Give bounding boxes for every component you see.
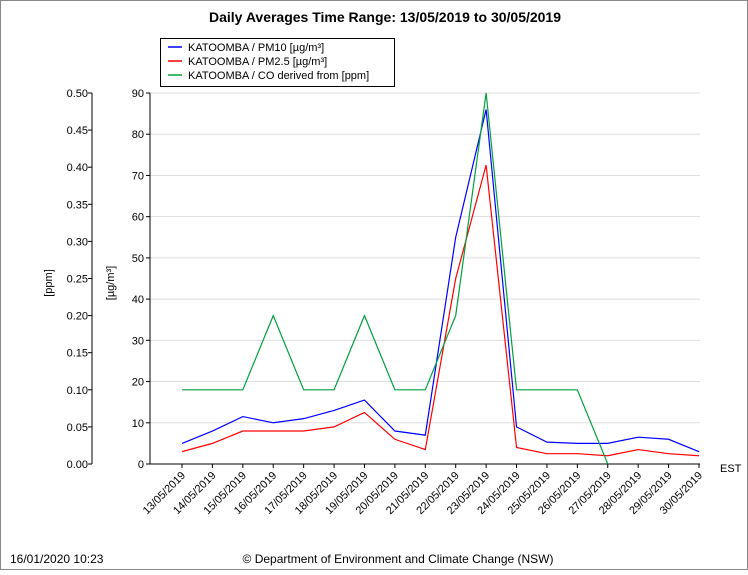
- y-tick-label: 90: [132, 88, 144, 100]
- series-line: [181, 164, 700, 457]
- y2-tick-label: 0.45: [67, 125, 88, 137]
- y2-tick-label: 0.50: [67, 88, 88, 100]
- y2-tick-label: 0.35: [67, 199, 88, 211]
- legend-label: KATOOMBA / CO derived from [ppm]: [188, 70, 369, 82]
- chart-title: Daily Averages Time Range: 13/05/2019 to…: [209, 9, 561, 25]
- y2-tick-label: 0.20: [67, 311, 88, 323]
- y-tick-label: 10: [132, 418, 144, 430]
- y-tick-label: 60: [132, 212, 144, 224]
- y-tick-label: 80: [132, 129, 144, 141]
- y-tick-label: 20: [132, 377, 144, 389]
- y-tick-label: 30: [132, 335, 144, 347]
- y2-tick-label: 0.10: [67, 385, 88, 397]
- footer: © Department of Environment and Climate …: [243, 552, 554, 566]
- timestamp: 16/01/2020 10:23: [10, 552, 104, 566]
- series-line: [181, 109, 700, 453]
- y-tick-label: 0: [138, 459, 144, 471]
- y-tick-label: 50: [132, 253, 144, 265]
- legend-label: KATOOMBA / PM10 [µg/m³]: [188, 42, 324, 54]
- timezone-label: EST: [720, 463, 742, 475]
- legend-label: KATOOMBA / PM2.5 [µg/m³]: [188, 56, 327, 68]
- y-tick-label: 70: [132, 170, 144, 182]
- y2-tick-label: 0.15: [67, 348, 88, 360]
- y-tick-label: 40: [132, 294, 144, 306]
- y2-tick-label: 0.00: [67, 459, 88, 471]
- legend-box: [160, 38, 395, 87]
- y2-tick-label: 0.40: [67, 162, 88, 174]
- y-axis-label: [µg/m³]: [105, 266, 117, 300]
- y2-tick-label: 0.30: [67, 236, 88, 248]
- y2-axis-label: [ppm]: [43, 269, 55, 297]
- y2-tick-label: 0.25: [67, 274, 88, 286]
- y2-tick-label: 0.05: [67, 422, 88, 434]
- series-line: [182, 92, 609, 465]
